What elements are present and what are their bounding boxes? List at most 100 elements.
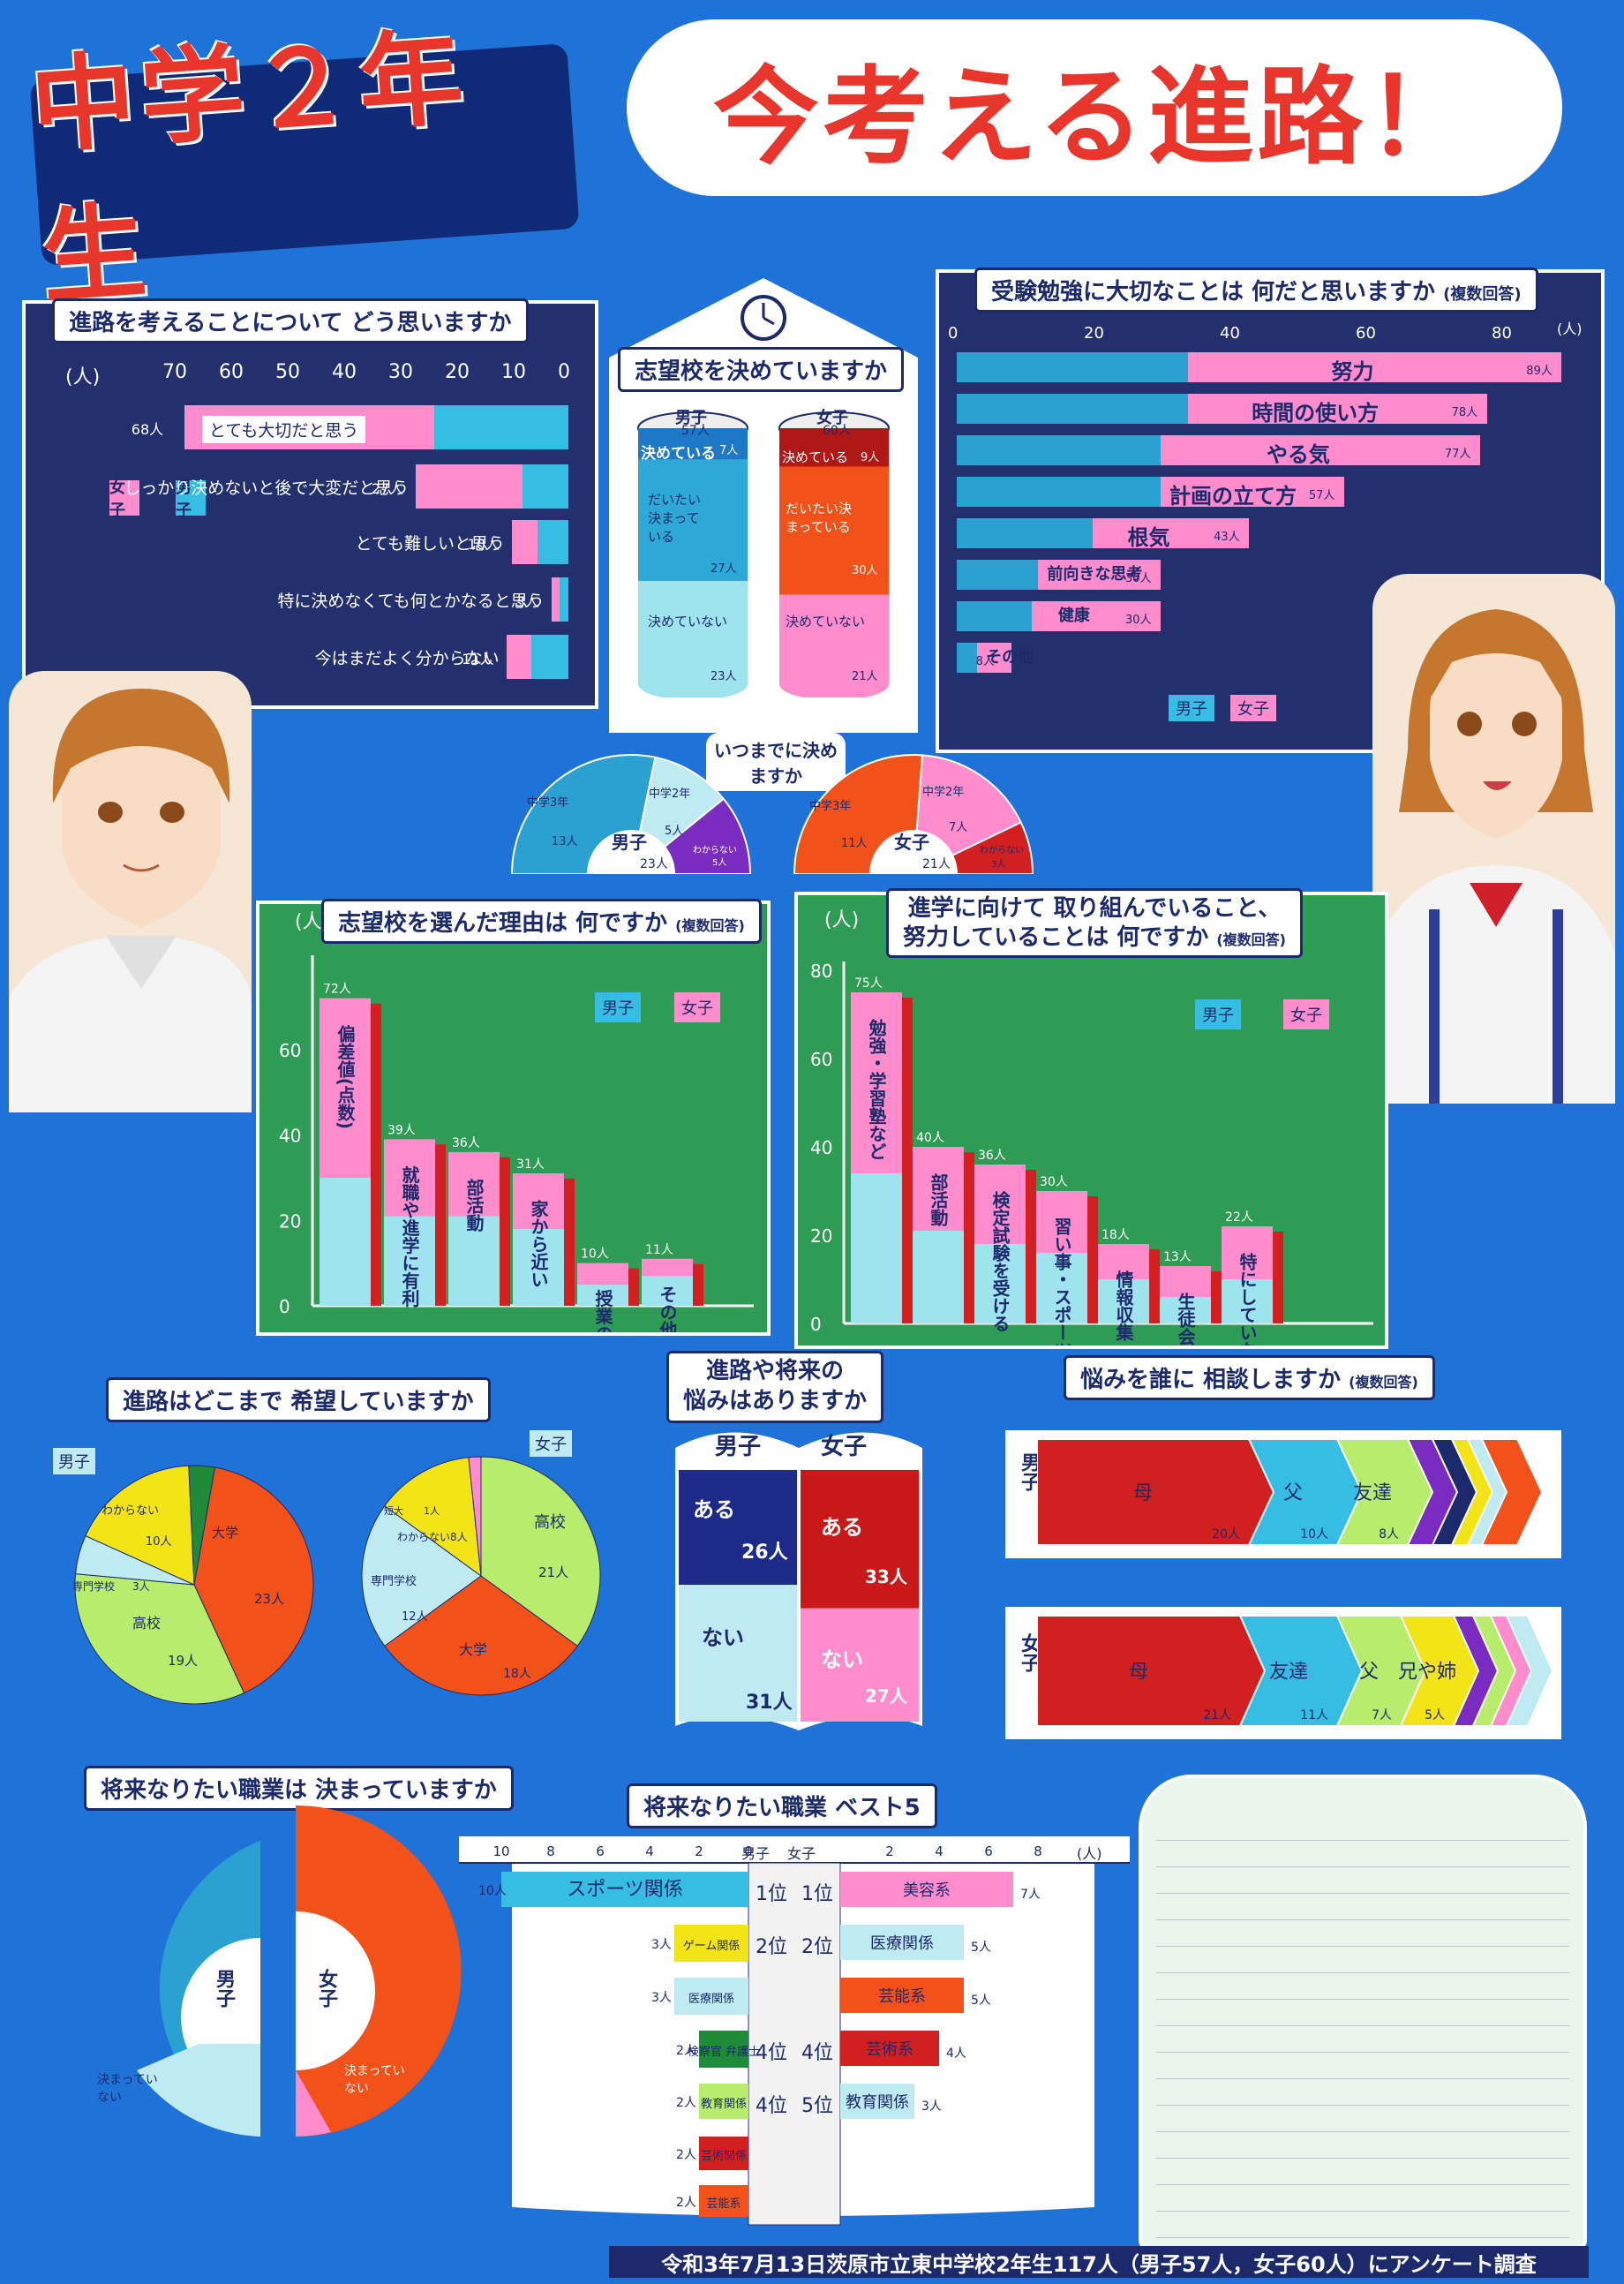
- q11-girl-label-0: 美容系: [903, 1881, 951, 1900]
- comment-card: [1139, 1775, 1587, 2250]
- q6-bar-girl-0: [851, 992, 902, 1173]
- q11-girl-bar-4: [840, 2084, 914, 2119]
- girl-drawing: [1372, 609, 1615, 1104]
- q1-bar-label-0: とても大切だと思う: [201, 416, 366, 443]
- q9-girls-arrow-value-2: 7人: [1372, 1708, 1392, 1722]
- q11-boy-bar-6: [699, 2185, 748, 2217]
- q5-bar-boy-2: [448, 1216, 500, 1306]
- q1-legend-girl: 女子: [109, 479, 139, 520]
- q4-panel: いつまでに決めますか 男子 23人 女子 21人 中学3年 13人 中学2年 5…: [508, 733, 1055, 874]
- q5-bar-girl-5: [642, 1258, 693, 1277]
- q2-boys-svg-seg-0: [638, 428, 748, 460]
- q5-bar-side-4: [628, 1268, 639, 1306]
- q3-bar-girl-6: [1031, 601, 1161, 631]
- q3-bar-value-0: 89人: [1526, 365, 1553, 378]
- q7-panel: 進路はどこまで 希望していますか 男子 女子 大学 23人 高校 19人 専門学…: [35, 1377, 601, 1713]
- q2-boys-col: 男子 57人 決めている 7人 だいたい決まっている 27人 決めていない 23…: [635, 402, 750, 700]
- q6-bar-boy-4: [1098, 1279, 1149, 1323]
- q1-tick-1: 60: [219, 361, 244, 383]
- q2-girls-label-0: 決めている: [782, 449, 849, 465]
- q3-title-note: (複数回答): [1443, 285, 1522, 304]
- q4-girls-hub: [869, 830, 958, 874]
- q6-bar-value-0: 75人: [854, 976, 883, 991]
- q5-bar-label-3: 家から近い: [528, 1199, 549, 1288]
- q7-boys-pie: [74, 1465, 314, 1705]
- q5-bar-side-0: [371, 1003, 381, 1306]
- q6-bar-side-4: [1149, 1249, 1160, 1323]
- q1-panel: 進路を考えることについて どう思いますか (人) 70 60 50 40 30 20 10 0…: [22, 298, 598, 709]
- q5-bar-side-2: [500, 1157, 510, 1306]
- q9-title: 悩みを誰に 相談しますか (複数回答): [1064, 1355, 1435, 1400]
- q3-bar-girl-5: [1038, 560, 1161, 590]
- title-main: 今考える進路！: [712, 57, 1477, 179]
- q4-boys-count: 23人: [640, 857, 668, 871]
- q7-girls-l4: 専門学校: [371, 1575, 417, 1588]
- q3-bar-label-7: その他: [986, 648, 1034, 667]
- q5-ytick-3: 60: [279, 1040, 301, 1061]
- q5-bar-boy-4: [577, 1284, 628, 1306]
- q8-book: [675, 1432, 922, 1730]
- q9-girls-arrow-value-0: 21人: [1203, 1708, 1231, 1722]
- q2-boys-cylinder: [637, 411, 748, 700]
- comment-line: [1156, 1813, 1569, 1841]
- q7-girls-l9: 1人: [424, 1505, 440, 1517]
- q8-title-line1: 進路や将来の: [706, 1358, 845, 1384]
- q3-bar-girl-7: [977, 643, 1011, 673]
- q7-boys-l3: 19人: [168, 1653, 199, 1669]
- q8-girls-no: [801, 1608, 919, 1722]
- q6-bar-side-5: [1211, 1271, 1222, 1323]
- q7-boys-l4: 専門学校: [72, 1580, 116, 1593]
- q4-girls-l1: 11人: [841, 837, 868, 850]
- girl-illustration: [1372, 574, 1615, 1104]
- comment-line: [1156, 1999, 1569, 2026]
- q11-boy-bar-1: [674, 1925, 748, 1962]
- q3-legend-girl: 女子: [1230, 695, 1276, 721]
- q3-bar-label-1: 時間の使い方: [1252, 401, 1380, 426]
- q3-bar-girl-2: [1161, 435, 1480, 465]
- q1-tick-2: 50: [275, 361, 300, 383]
- comment-line: [1156, 1946, 1569, 1973]
- q6-bar-label-4: 情報収集: [1113, 1270, 1134, 1341]
- q11-panel: 将来なりたい職業 ベスト5 10 8 6 4 2 0 2 4 6 8 スポーツ関係 10人 ゲーム関係 3…: [459, 1783, 1130, 2238]
- q3-tick-4: 80: [1492, 324, 1512, 343]
- q3-bar-label-6: 健康: [1057, 607, 1090, 625]
- q11-tick-left-0: 10: [492, 1843, 509, 1859]
- q2-boys-value-1: 27人: [710, 562, 737, 576]
- q8-girls-yes-value: 33人: [865, 1566, 907, 1587]
- q3-bar-value-4: 43人: [1214, 531, 1240, 544]
- q5-bar-label-1: 就職や進学に有利: [399, 1165, 420, 1307]
- q6-title-line2: 努力していることは 何ですか: [903, 923, 1209, 951]
- q1-bar-boy-4: [530, 635, 568, 679]
- q11-boy-bar-4: [699, 2084, 748, 2119]
- q7-girls-l2: 大学: [459, 1641, 488, 1658]
- q11-unit: (人): [1077, 1845, 1102, 1862]
- q11-boy-value-5: 2人: [676, 2148, 696, 2162]
- q5-bar-boy-3: [513, 1228, 564, 1306]
- q7-boys-l6: わからない: [102, 1504, 160, 1518]
- q9-girls-arrow-label-3: 兄や姉: [1398, 1662, 1456, 1684]
- q7-boys-slice-4: [188, 1465, 216, 1586]
- q6-bar-side-1: [964, 1152, 974, 1323]
- comment-line: [1156, 1866, 1569, 1894]
- q3-bar-boy-7: [957, 643, 978, 673]
- q7-girls-slice-2: [361, 1504, 482, 1647]
- q9-boys-arrows: 母 20人 父 10人 友達 8人: [1037, 1439, 1544, 1546]
- q3-bar-value-1: 78人: [1451, 406, 1478, 419]
- q7-girls-l0: 高校: [534, 1513, 566, 1532]
- q11-boy-rank-0: 1位: [756, 1883, 787, 1905]
- q3-bar-label-2: やる気: [1266, 442, 1330, 467]
- q7-boys-slice-0: [193, 1466, 314, 1694]
- q9-boys-arrow-label-2: 友達: [1353, 1482, 1392, 1504]
- q2-girls-label-1: だいたい決まっている: [786, 501, 853, 535]
- q11-girl-bar-3: [840, 2031, 939, 2066]
- q7-girls-l5: 12人: [402, 1610, 428, 1624]
- q2-boys-svg-bottom: [638, 668, 748, 700]
- q5-bar-girl-0: [320, 998, 371, 1178]
- q2-girls-cylinder: [778, 411, 890, 700]
- q1-bar-label-4: 今はまだよく分からない: [314, 649, 500, 668]
- q1-tick-0: 70: [162, 361, 187, 383]
- q5-bar-value-1: 39人: [387, 1123, 416, 1137]
- q4-boys-l0: 中学3年: [527, 796, 569, 810]
- comment-line: [1156, 2052, 1569, 2079]
- q7-girls-l3: 18人: [503, 1667, 531, 1681]
